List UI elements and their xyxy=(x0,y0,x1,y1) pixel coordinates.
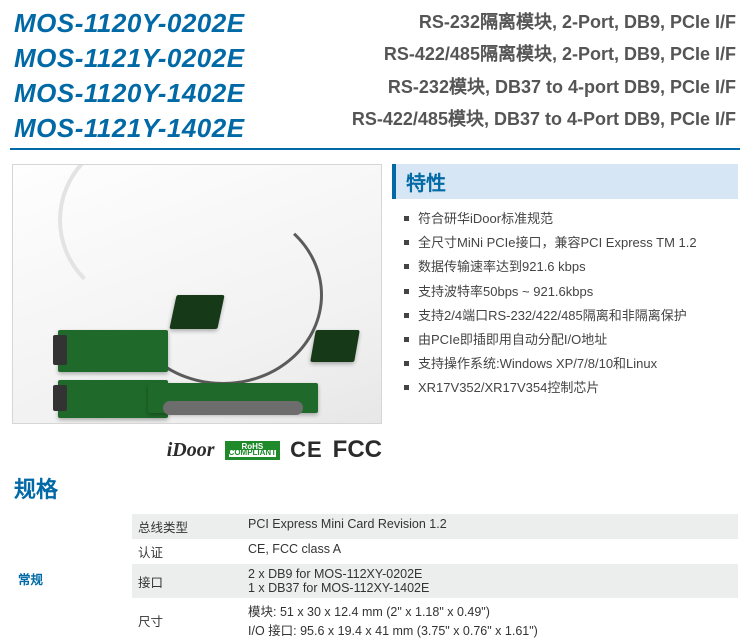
spec-value: 2 x DB9 for MOS-112XY-0202E 1 x DB37 for… xyxy=(242,564,738,598)
feature-item: 由PCIe即插即用自动分配I/O地址 xyxy=(404,328,734,352)
specs-table: 常规 总线类型 PCI Express Mini Card Revision 1… xyxy=(12,514,738,642)
feature-item: 全尺寸MiNi PCIe接口，兼容PCI Express TM 1.2 xyxy=(404,231,734,255)
description-list: RS-232隔离模块, 2-Port, DB9, PCIe I/F RS-422… xyxy=(352,6,736,146)
spec-label: 总线类型 xyxy=(132,514,242,539)
spec-value: CE, FCC class A xyxy=(242,539,738,564)
features-title: 特性 xyxy=(406,173,446,195)
spec-label: 接口 xyxy=(132,564,242,598)
feature-item: 支持波特率50bps ~ 921.6kbps xyxy=(404,280,734,304)
spec-value: PCI Express Mini Card Revision 1.2 xyxy=(242,514,738,539)
features-box: 特性 符合研华iDoor标准规范 全尺寸MiNi PCIe接口，兼容PCI Ex… xyxy=(392,164,738,424)
feature-item: 符合研华iDoor标准规范 xyxy=(404,207,734,231)
ce-mark-icon: CE xyxy=(290,437,323,463)
idoor-logo-icon: iDoor xyxy=(167,439,215,462)
certifications-row: iDoor RoHS COMPLIANT CE FCC xyxy=(12,428,382,468)
spec-label: 尺寸 xyxy=(132,598,242,642)
fcc-mark-icon: FCC xyxy=(333,436,382,464)
model-number: MOS-1120Y-0202E xyxy=(14,6,245,41)
spec-value: 模块: 51 x 30 x 12.4 mm (2" x 1.18" x 0.49… xyxy=(242,598,738,642)
model-description: RS-232模块, DB37 to 4-port DB9, PCIe I/F xyxy=(352,71,736,103)
feature-item: XR17V352/XR17V354控制芯片 xyxy=(404,376,734,400)
model-description: RS-232隔离模块, 2-Port, DB9, PCIe I/F xyxy=(352,6,736,38)
model-description: RS-422/485模块, DB37 to 4-Port DB9, PCIe I… xyxy=(352,103,736,135)
model-list: MOS-1120Y-0202E MOS-1121Y-0202E MOS-1120… xyxy=(14,6,245,146)
header: MOS-1120Y-0202E MOS-1121Y-0202E MOS-1120… xyxy=(0,0,750,146)
spec-label: 认证 xyxy=(132,539,242,564)
feature-item: 支持操作系统:Windows XP/7/8/10和Linux xyxy=(404,352,734,376)
content-row: 特性 符合研华iDoor标准规范 全尺寸MiNi PCIe接口，兼容PCI Ex… xyxy=(0,150,750,428)
model-number: MOS-1120Y-1402E xyxy=(14,76,245,111)
features-heading: 特性 xyxy=(392,164,738,199)
model-number: MOS-1121Y-0202E xyxy=(14,41,245,76)
table-row: 常规 总线类型 PCI Express Mini Card Revision 1… xyxy=(12,514,738,539)
model-number: MOS-1121Y-1402E xyxy=(14,111,245,146)
features-list: 符合研华iDoor标准规范 全尺寸MiNi PCIe接口，兼容PCI Expre… xyxy=(392,199,738,399)
specs-title: 规格 xyxy=(0,468,750,514)
feature-item: 支持2/4端口RS-232/422/485隔离和非隔离保护 xyxy=(404,304,734,328)
feature-item: 数据传输速率达到921.6 kbps xyxy=(404,255,734,279)
rohs-badge-icon: RoHS COMPLIANT xyxy=(225,441,281,461)
rohs-bottom: COMPLIANT xyxy=(229,450,277,457)
spec-group: 常规 xyxy=(12,514,132,642)
product-image xyxy=(12,164,382,424)
model-description: RS-422/485隔离模块, 2-Port, DB9, PCIe I/F xyxy=(352,38,736,70)
